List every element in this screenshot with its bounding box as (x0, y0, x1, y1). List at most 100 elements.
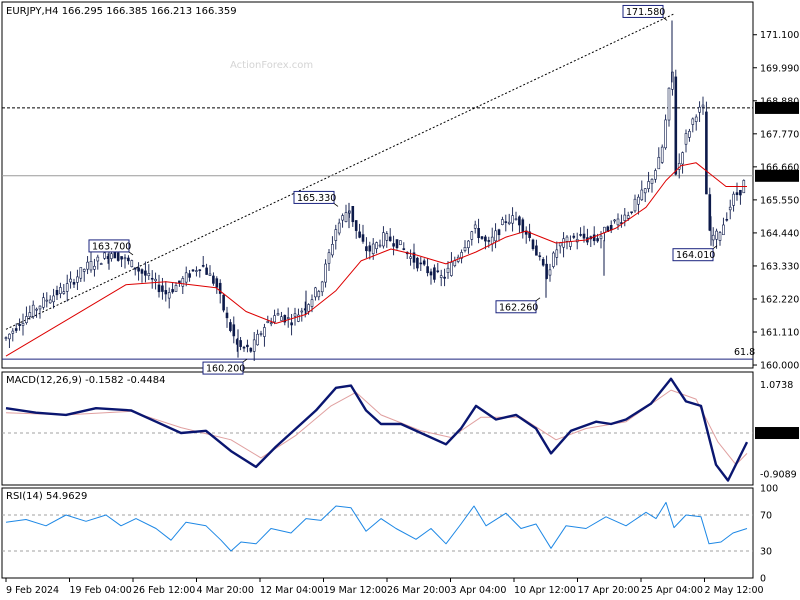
price-annotation-leader (333, 203, 339, 207)
price-y-tick-label: 164.440 (760, 228, 799, 239)
candle-body (422, 260, 426, 265)
candle-body (337, 222, 341, 234)
candle-body (565, 236, 569, 242)
price-annotation-leader (128, 251, 134, 256)
candle-body (283, 315, 287, 323)
price-annotation-label: 171.580 (626, 7, 665, 18)
candle-body (480, 236, 484, 239)
candle-body (252, 339, 256, 352)
candle-body (212, 275, 215, 284)
candle-body (507, 221, 511, 225)
candle-body (239, 340, 242, 347)
candle-body (341, 215, 344, 221)
candle-body (630, 211, 633, 214)
candle-body (382, 232, 385, 247)
x-tick-label: 10 Apr 12:00 (514, 585, 576, 596)
macd-zero-tag (755, 427, 799, 440)
candle-body (463, 247, 467, 251)
candle-body (195, 270, 198, 272)
candle-body (42, 297, 45, 308)
candle-body (365, 246, 368, 252)
candle-body (273, 315, 276, 323)
price-y-tick-label: 160.000 (760, 361, 799, 372)
x-tick-label: 17 Apr 20:00 (578, 585, 640, 596)
price-annotation-box (622, 4, 664, 18)
candle-body (494, 230, 497, 242)
price-panel-frame (1, 1, 754, 369)
candle-body (402, 248, 406, 250)
candle-body (147, 273, 151, 277)
candle-body (674, 76, 678, 175)
candle-body (477, 227, 480, 238)
candle-body (249, 347, 253, 352)
candle-body (633, 198, 637, 212)
candle-body (555, 249, 559, 258)
rsi-title: RSI(14) 54.9629 (6, 491, 87, 502)
candle-body (732, 193, 735, 206)
candle-body (490, 236, 494, 245)
candle-body (120, 256, 123, 260)
candle-body (297, 314, 300, 322)
candle-body (201, 265, 205, 267)
candle-body (664, 119, 667, 149)
candle-body (698, 106, 701, 113)
level-price-tag-label: 168.640 (758, 103, 797, 114)
candle-body (290, 322, 293, 326)
candle-body (144, 270, 147, 276)
candle-body (429, 271, 433, 276)
candle-body (178, 280, 181, 284)
candle-body (579, 234, 582, 236)
candle-body (11, 330, 15, 334)
candles (4, 20, 746, 362)
macd-panel-frame (1, 371, 754, 486)
candle-body (222, 294, 225, 311)
candle-body (286, 317, 290, 319)
price-annotation-box (293, 190, 335, 204)
candle-body (541, 259, 545, 266)
candle-body (317, 291, 321, 298)
candle-body (375, 242, 378, 250)
candle-body (82, 269, 86, 272)
candle-body (371, 243, 375, 255)
candle-body (59, 287, 62, 294)
candle-body (501, 219, 504, 225)
candle-body (416, 257, 419, 269)
rsi-line (5, 501, 748, 552)
candle-body (684, 133, 688, 145)
x-tick-label: 3 Apr 04:00 (451, 585, 507, 596)
candle-body (174, 285, 178, 292)
candle-body (293, 313, 297, 317)
candle-body (582, 233, 586, 239)
candle-body (266, 321, 270, 323)
candle-body (718, 232, 722, 241)
candle-body (48, 299, 52, 304)
candle-body (93, 265, 96, 270)
candle-body (198, 269, 202, 272)
candle-body (409, 256, 412, 259)
candle-body (599, 235, 603, 239)
candle-body (69, 278, 72, 283)
candle-body (528, 231, 531, 238)
candle-body (728, 206, 732, 211)
price-y-tick-label: 171.100 (760, 30, 799, 41)
candle-body (511, 215, 514, 224)
candle-body (473, 224, 477, 229)
candle-body (701, 104, 705, 108)
candle-body (229, 322, 232, 331)
candle-body (660, 146, 664, 163)
x-tick-label: 26 Mar 20:00 (387, 585, 450, 596)
candle-body (259, 333, 263, 335)
candle-body (518, 216, 521, 226)
candle-body (232, 324, 236, 337)
candle-body (395, 239, 399, 249)
candle-body (708, 194, 712, 231)
candle-body (76, 276, 79, 283)
candle-body (45, 299, 49, 302)
candle-body (446, 267, 450, 274)
candle-body (307, 304, 310, 312)
candle-body (626, 215, 630, 219)
price-annotation-label: 162.260 (499, 302, 538, 313)
candle-body (263, 327, 266, 337)
